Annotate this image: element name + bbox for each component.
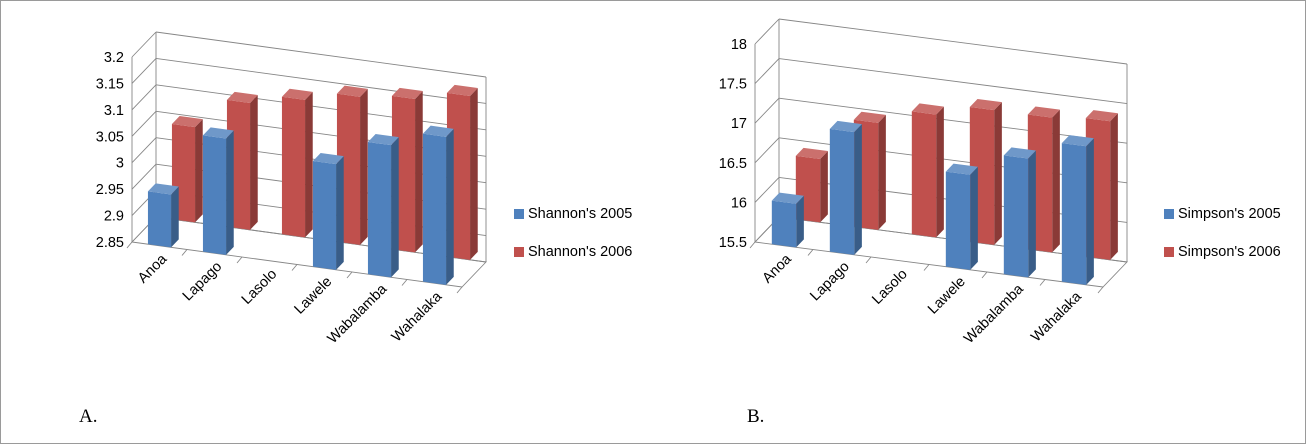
side-gridline (131, 84, 157, 111)
y-tick-label: 18 (731, 37, 747, 53)
chart-b-simpson: 15.5 16 16.5 17 17.5 18 Anoa Lapago Lasolo Lawele… (719, 18, 1128, 347)
bar-2006-lasolo (911, 103, 944, 238)
legend-label: Simpson's 2005 (1178, 206, 1281, 222)
x-tick (1097, 286, 1104, 294)
bar-2005-wabalamba (1003, 147, 1036, 278)
chart-a-shannon: 2.85 2.9 2.95 3 3.05 3.1 3.15 3.2 Anoa Lapago Laso… (96, 31, 487, 347)
legend-label: Simpson's 2006 (1178, 244, 1281, 260)
legend-swatch-2005 (1164, 209, 1174, 219)
x-tick (291, 264, 298, 271)
y-tick-label: 17.5 (719, 77, 747, 93)
y-tick-label: 3.05 (96, 129, 124, 145)
y-tick-label: 17 (731, 116, 747, 132)
bar-2006-lasolo (281, 88, 313, 238)
y-tick-label: 3 (116, 156, 124, 172)
gridline (155, 31, 487, 78)
x-tick-label: Anoa (135, 251, 171, 287)
side-gridline (754, 58, 780, 84)
x-tick-label: Anoa (760, 251, 796, 287)
y-tick-label: 3.2 (104, 50, 124, 66)
side-gridline (754, 137, 780, 164)
legend-swatch-2005 (514, 209, 524, 219)
gridline (155, 57, 487, 104)
y-tick-label: 16.5 (719, 156, 747, 172)
bar-2005-wahalaka (422, 125, 454, 285)
bar-2005-lapago (829, 120, 862, 255)
panel-label-b: B. (747, 406, 765, 427)
gridline (778, 18, 1128, 65)
side-gridline (131, 110, 157, 137)
legend-item-shannon-2006: Shannon's 2006 (514, 243, 632, 261)
legend-label: Shannon's 2005 (528, 206, 633, 222)
x-tick-label: Wahalaka (1028, 288, 1085, 345)
legend-swatch-2006 (1164, 247, 1174, 257)
x-tick (181, 249, 188, 256)
bar-2005-anoa (147, 183, 179, 248)
x-tick-label: Lawele (292, 274, 336, 318)
x-tick-label: Lapago (180, 259, 226, 305)
x-tick (749, 241, 756, 249)
bar-2005-lawele (945, 163, 978, 270)
bar-2005-lawele (312, 152, 344, 270)
gridline (155, 84, 487, 131)
x-tick (346, 271, 353, 279)
side-gridline (754, 177, 780, 203)
bar-2005-wabalamba (367, 134, 399, 278)
x-tick-label: Lapago (807, 259, 853, 305)
x-tick (923, 264, 930, 271)
y-tick-label: 2.9 (104, 209, 124, 225)
legend-item-simpson-2005: Simpson's 2005 (1164, 205, 1281, 223)
legend-label: Shannon's 2006 (528, 244, 633, 260)
side-gridline (131, 137, 157, 164)
y-tick-label: 2.85 (96, 235, 124, 251)
y-tick-label: 3.15 (96, 76, 124, 92)
y-tick-label: 3.1 (104, 103, 124, 119)
x-tick (236, 256, 243, 264)
side-gridline (131, 58, 157, 84)
panel-label-a: A. (79, 406, 98, 427)
x-tick (981, 271, 988, 279)
x-tick (807, 249, 814, 256)
legend-swatch-2006 (514, 247, 524, 257)
side-gridline (754, 18, 780, 45)
side-gridline (131, 31, 157, 58)
x-tick (126, 241, 133, 249)
legend-item-simpson-2006: Simpson's 2006 (1164, 243, 1281, 261)
y-tick-label: 16 (731, 195, 747, 211)
legend-item-shannon-2005: Shannon's 2005 (514, 205, 632, 223)
x-tick-label: Wabalamba (325, 281, 391, 347)
y-tick-label: 2.95 (96, 182, 124, 198)
x-tick (401, 279, 408, 286)
x-tick (865, 256, 872, 264)
bar-2005-wahalaka (1061, 135, 1094, 285)
x-tick-label: Lasolo (869, 266, 911, 308)
bar-2005-lapago (202, 127, 234, 255)
side-gridline (131, 163, 157, 190)
x-tick (1039, 279, 1046, 286)
x-tick (456, 286, 463, 294)
x-tick-label: Wabalamba (961, 281, 1027, 347)
bar-2005-anoa (771, 192, 804, 248)
x-tick-label: Lawele (925, 274, 969, 318)
side-gridline (754, 97, 780, 124)
x-tick-label: Wahalaka (389, 288, 446, 345)
y-tick-label: 15.5 (719, 235, 747, 251)
x-tick-label: Lasolo (239, 266, 281, 308)
gridline (778, 58, 1128, 105)
